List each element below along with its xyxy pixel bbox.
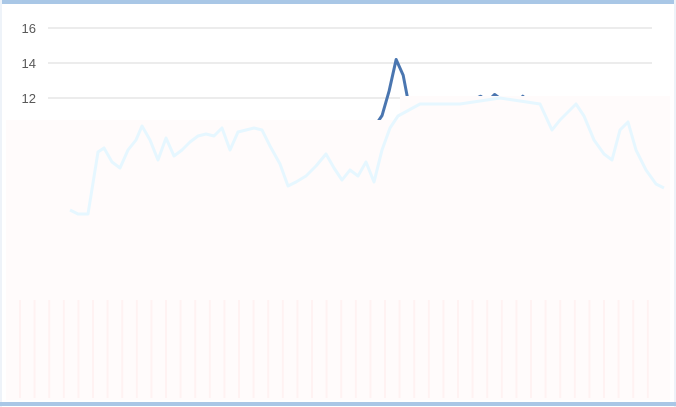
left-border <box>0 0 2 407</box>
obscured-panel-upper <box>400 96 670 122</box>
y-tick-label: 16 <box>22 21 36 36</box>
top-border <box>0 0 676 4</box>
obscured-panel <box>6 120 670 400</box>
y-tick-label: 12 <box>22 91 36 106</box>
right-border <box>674 0 676 407</box>
y-tick-label: 14 <box>22 56 36 71</box>
bottom-border <box>0 402 676 406</box>
obscured-series-trace <box>69 96 665 216</box>
gridlines <box>48 27 652 99</box>
washed-out-region <box>6 96 670 400</box>
y-axis-ticks: 16 14 12 <box>22 21 36 106</box>
